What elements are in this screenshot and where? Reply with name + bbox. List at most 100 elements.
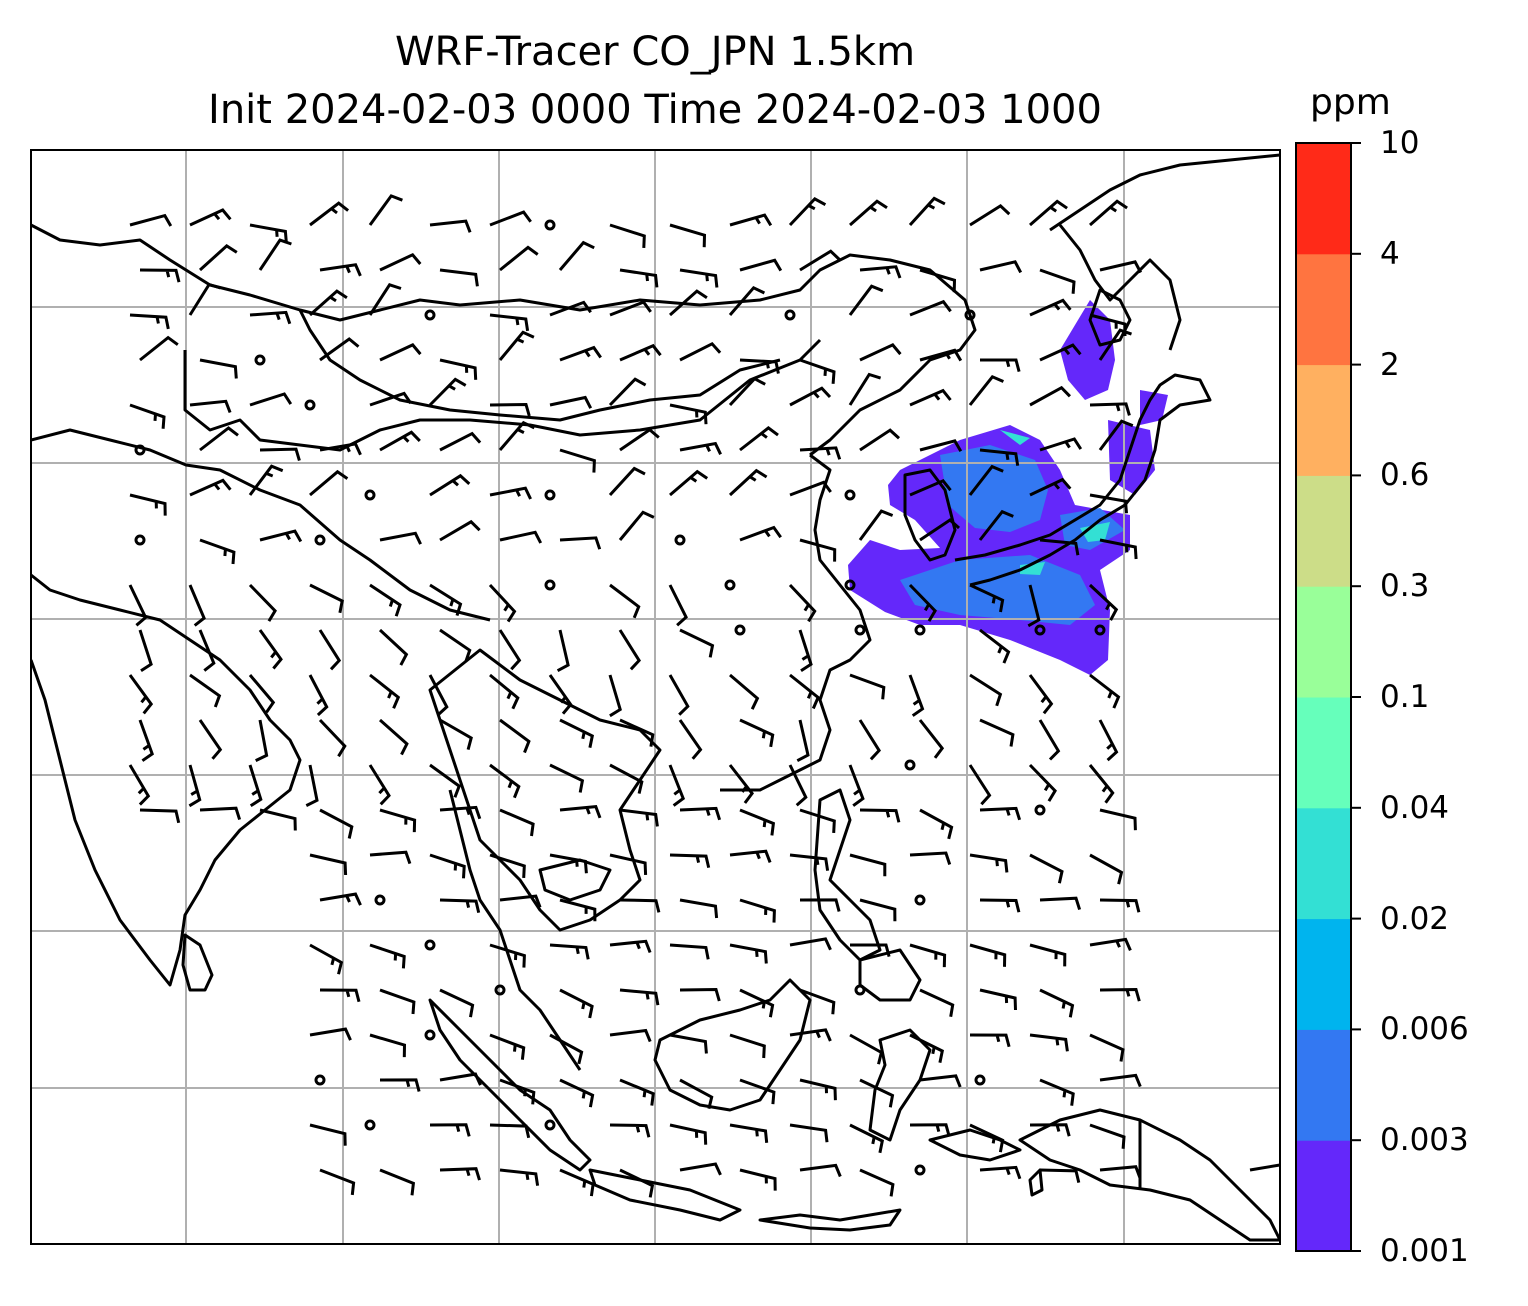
- wind-barb: [1089, 199, 1128, 227]
- wind-barb: [309, 469, 349, 497]
- calm-marker: [1034, 804, 1046, 816]
- wind-barb: [309, 1123, 347, 1146]
- wind-barb: [1099, 260, 1143, 274]
- wind-barb: [789, 1028, 832, 1042]
- wind-barb: [799, 988, 836, 1015]
- calm-marker: [314, 534, 326, 546]
- wind-barb: [369, 1033, 407, 1058]
- wind-barb: [909, 943, 947, 968]
- wind-barb: [609, 1123, 651, 1138]
- wind-barb: [318, 718, 347, 758]
- calm-marker: [424, 309, 436, 321]
- wind-barb: [979, 260, 1023, 274]
- wind-barb: [859, 1078, 895, 1108]
- wind-barb: [429, 583, 463, 617]
- calm-marker: [364, 489, 376, 501]
- wind-barb: [919, 348, 963, 362]
- wind-barb: [499, 1168, 540, 1186]
- wind-barb: [549, 943, 590, 960]
- calm-marker: [844, 489, 856, 501]
- wind-barbs: [128, 194, 1143, 1198]
- wind-barb: [258, 238, 292, 271]
- wind-barb: [799, 898, 841, 912]
- wind-barb: [139, 268, 181, 283]
- wind-barb: [859, 1168, 895, 1197]
- wind-barb: [1029, 1123, 1071, 1137]
- wind-barb: [258, 629, 283, 670]
- wind-barb: [1028, 674, 1054, 715]
- calm-marker: [1094, 624, 1106, 636]
- colorbar-bin: [1296, 143, 1351, 255]
- wind-barb: [969, 673, 1003, 707]
- wind-barb: [799, 446, 842, 460]
- wind-barb: [198, 629, 216, 672]
- wind-barb: [439, 358, 478, 380]
- wind-barb: [608, 466, 646, 497]
- wind-barb: [249, 223, 288, 244]
- wind-barb: [739, 718, 775, 748]
- wind-barb: [429, 473, 471, 497]
- wind-barb: [729, 213, 773, 227]
- wind-barb: [669, 223, 707, 248]
- wind-barb: [979, 718, 1015, 747]
- wind-barb: [548, 674, 573, 715]
- wind-barb: [619, 1168, 655, 1198]
- colorbar-tick-label: 10: [1380, 125, 1420, 161]
- wind-barb: [678, 719, 703, 760]
- wind-barb: [439, 431, 482, 452]
- wind-barb: [739, 808, 776, 836]
- colorbar-tick-label: 0.6: [1380, 457, 1430, 494]
- wind-barb: [1039, 343, 1082, 362]
- wind-barb: [919, 988, 955, 1018]
- wind-barb: [859, 898, 897, 922]
- wind-barb: [739, 426, 779, 452]
- wind-barb: [798, 629, 813, 673]
- wind-barb: [498, 629, 522, 671]
- wind-barb: [499, 245, 539, 272]
- wind-barb: [669, 289, 708, 317]
- wind-barb: [319, 442, 362, 456]
- calm-marker: [724, 579, 736, 591]
- wind-barb: [668, 584, 688, 627]
- wind-barb: [1099, 808, 1137, 831]
- wind-barb: [1099, 1073, 1142, 1088]
- colorbar-frame: [1295, 142, 1352, 1252]
- wind-barb: [1029, 1033, 1069, 1052]
- wind-barb: [379, 531, 422, 545]
- wind-barb: [488, 583, 517, 623]
- wind-barb: [859, 808, 901, 823]
- wind-barb: [968, 764, 992, 806]
- wind-barb: [498, 330, 535, 361]
- wind-barb: [128, 674, 154, 715]
- wind-barb: [739, 988, 775, 1018]
- wind-barb: [489, 853, 526, 878]
- wind-barb: [619, 427, 660, 452]
- wind-barb: [369, 391, 413, 407]
- wind-barb: [969, 204, 1011, 227]
- calm-marker: [494, 984, 506, 996]
- calm-marker: [424, 939, 436, 951]
- wind-barb: [189, 478, 232, 497]
- wind-barb: [379, 252, 422, 272]
- wind-barb: [848, 764, 865, 807]
- wind-barb: [729, 1033, 766, 1059]
- wind-barb: [319, 808, 354, 839]
- wind-barb: [549, 853, 588, 874]
- wind-barb: [908, 583, 937, 622]
- wind-barb: [428, 377, 467, 407]
- wind-barb: [1098, 419, 1134, 451]
- wind-barb: [1039, 988, 1075, 1018]
- wind-barb: [788, 764, 808, 807]
- wind-barb: [129, 313, 170, 330]
- wind-barb: [138, 629, 153, 673]
- wind-barb: [309, 853, 348, 876]
- wind-barb: [919, 268, 957, 293]
- wind-barb: [559, 988, 594, 1019]
- wind-barb: [439, 1072, 482, 1086]
- calm-marker: [254, 354, 266, 366]
- wind-barb: [789, 386, 832, 407]
- wind-barb: [859, 265, 902, 279]
- wind-barb: [379, 343, 422, 362]
- colorbar-bin: [1296, 364, 1351, 476]
- wind-barb: [608, 377, 647, 407]
